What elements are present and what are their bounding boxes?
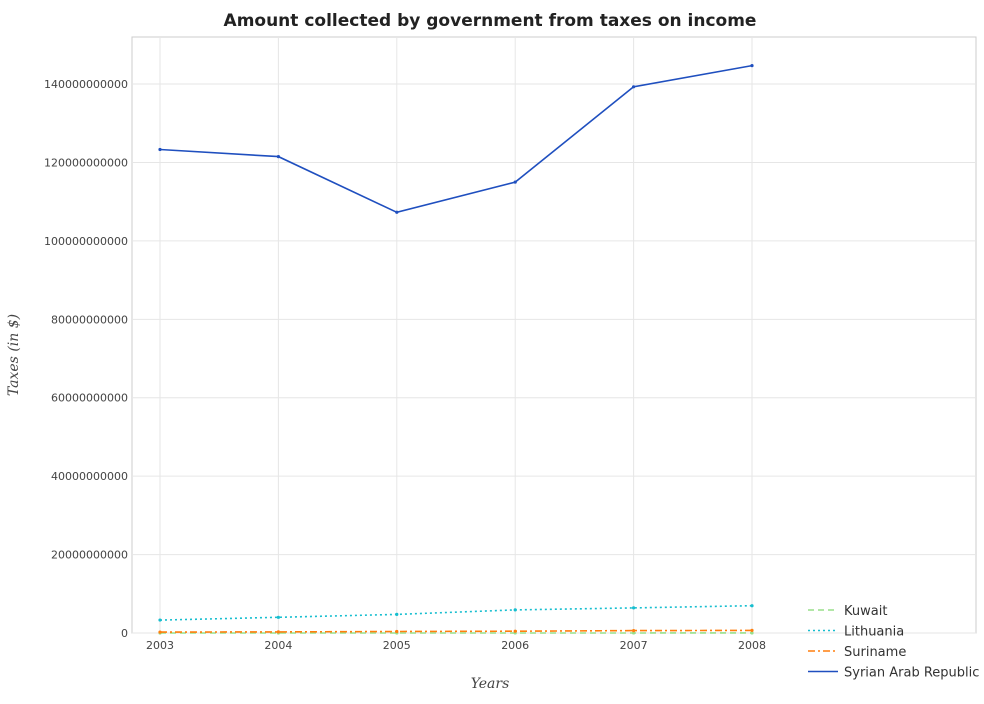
data-point [158, 618, 161, 621]
y-tick-label: 80000000000 [51, 313, 128, 326]
series-line-syrian-arab-republic [160, 66, 752, 213]
data-point [514, 630, 517, 633]
grid-layer [132, 37, 976, 633]
x-tick-label: 2003 [146, 639, 174, 652]
legend: Kuwait Lithuania Suriname Syrian Arab Repub… [808, 604, 979, 681]
data-point [514, 608, 517, 611]
data-point [158, 630, 161, 633]
data-point [277, 630, 280, 633]
data-point [632, 629, 635, 632]
y-axis-title: Taxes (in $) [6, 314, 22, 396]
data-point [514, 180, 517, 183]
y-tick-label: 140000000000 [44, 78, 128, 91]
legend-label: Syrian Arab Republic [844, 666, 979, 681]
data-point [277, 155, 280, 158]
data-point [277, 616, 280, 619]
x-tick-label: 2007 [620, 639, 648, 652]
x-tick-label: 2004 [264, 639, 292, 652]
legend-label: Suriname [844, 645, 906, 660]
x-tick-label: 2008 [738, 639, 766, 652]
data-point [750, 64, 753, 67]
y-tick-label: 100000000000 [44, 235, 128, 248]
y-tick-label: 120000000000 [44, 156, 128, 169]
series-layer [158, 64, 753, 635]
axis-layer: 0 20000000000 40000000000 60000000000 800000… [44, 78, 766, 652]
data-point [395, 211, 398, 214]
data-point [750, 604, 753, 607]
series-line-lithuania [160, 606, 752, 620]
legend-label: Lithuania [844, 625, 904, 640]
data-point [158, 148, 161, 151]
x-tick-label: 2005 [383, 639, 411, 652]
plot-frame [132, 37, 976, 633]
y-tick-label: 60000000000 [51, 392, 128, 405]
series-line-suriname [160, 630, 752, 632]
x-tick-label: 2006 [501, 639, 529, 652]
data-point [632, 606, 635, 609]
data-point [750, 629, 753, 632]
y-tick-label: 0 [121, 627, 128, 640]
legend-label: Kuwait [844, 604, 887, 619]
y-tick-label: 20000000000 [51, 549, 128, 562]
data-point [632, 85, 635, 88]
data-point [395, 613, 398, 616]
y-tick-label: 40000000000 [51, 470, 128, 483]
data-point [395, 630, 398, 633]
x-axis-title: Years [471, 676, 510, 692]
chart-title: Amount collected by government from taxe… [224, 11, 757, 31]
